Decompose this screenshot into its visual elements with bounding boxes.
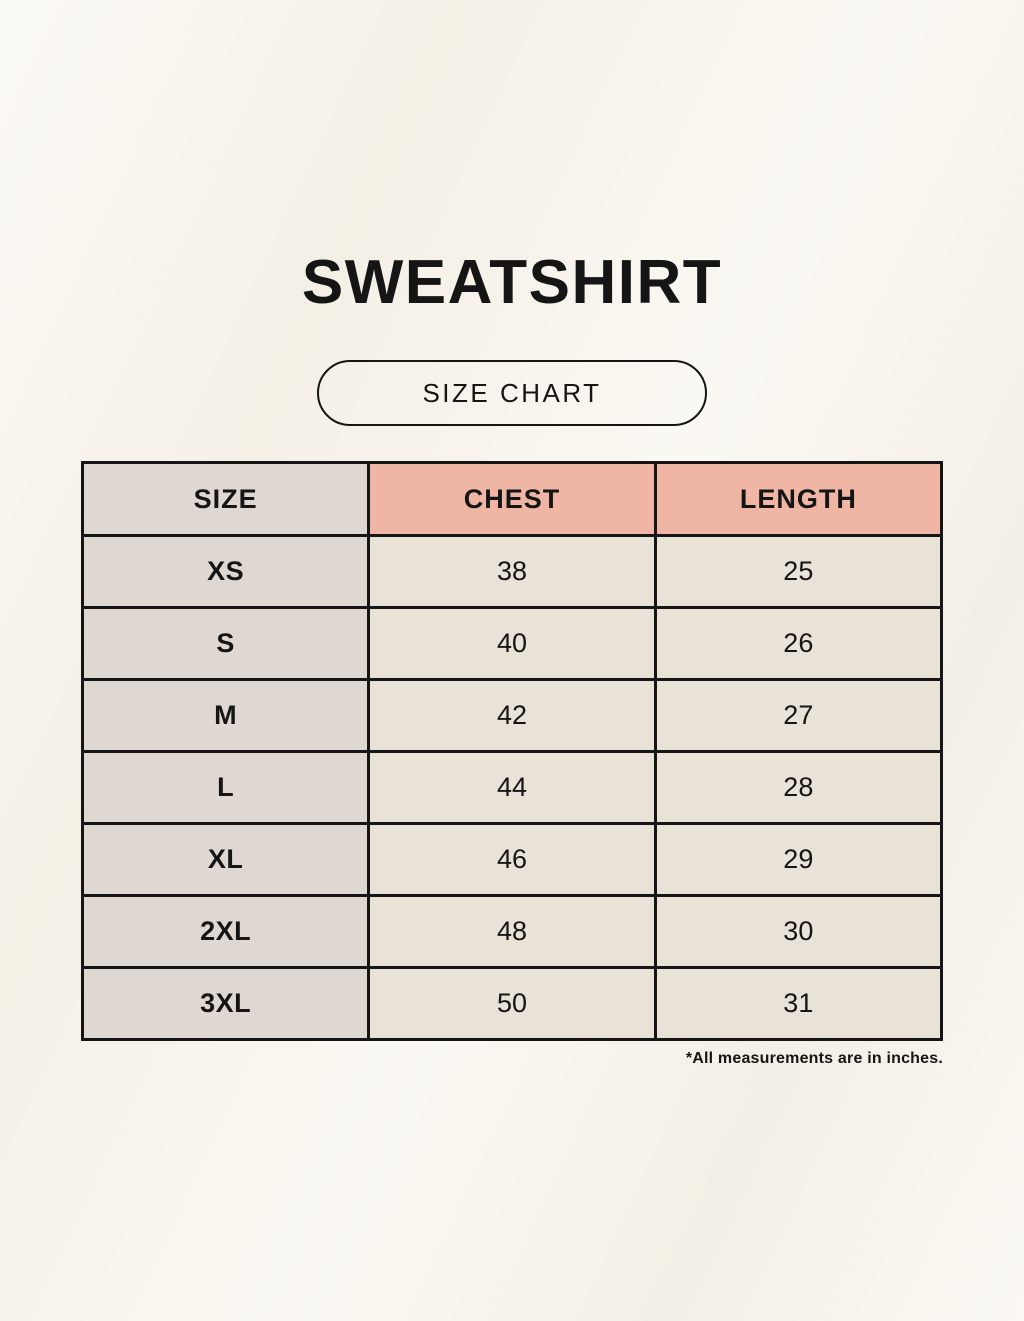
chest-cell: 50 — [367, 966, 657, 1041]
chest-cell: 44 — [367, 750, 657, 825]
length-cell: 29 — [653, 822, 944, 897]
length-cell: 30 — [653, 894, 944, 969]
size-cell: L — [80, 750, 371, 825]
size-cell: 2XL — [80, 894, 371, 969]
length-cell: 26 — [653, 606, 944, 681]
column-header-length: LENGTH — [653, 461, 944, 537]
size-cell: M — [80, 678, 371, 753]
chest-cell: 46 — [367, 822, 657, 897]
size-table-header: SIZE CHEST LENGTH — [80, 461, 944, 537]
chest-cell: 40 — [367, 606, 657, 681]
table-row: M 42 27 — [80, 678, 944, 753]
chest-cell: 38 — [367, 534, 657, 609]
size-chart-badge[interactable]: SIZE CHART — [317, 360, 707, 426]
table-row: 3XL 50 31 — [80, 966, 944, 1041]
measurements-footnote: *All measurements are in inches. — [685, 1050, 943, 1067]
length-cell: 28 — [653, 750, 944, 825]
chest-cell: 42 — [367, 678, 657, 753]
table-row: S 40 26 — [80, 606, 944, 681]
page-title: SWEATSHIRT — [301, 248, 723, 317]
table-row: XS 38 25 — [80, 534, 944, 609]
table-row: 2XL 48 30 — [80, 894, 944, 969]
size-cell: XS — [80, 534, 371, 609]
length-cell: 31 — [653, 966, 944, 1041]
header-row: SIZE CHEST LENGTH — [80, 461, 944, 537]
size-cell: S — [80, 606, 371, 681]
footnote-wrap: *All measurements are in inches. — [81, 1050, 943, 1068]
length-cell: 25 — [653, 534, 944, 609]
size-cell: 3XL — [80, 966, 371, 1041]
table-row: XL 46 29 — [80, 822, 944, 897]
chest-cell: 48 — [367, 894, 657, 969]
size-chart-badge-label: SIZE CHART — [422, 377, 602, 408]
size-table-body: XS 38 25 S 40 26 M 42 27 L 44 28 XL 46 29 2XL 48 30 3XL 50 3… — [80, 534, 944, 1041]
length-cell: 27 — [653, 678, 944, 753]
size-cell: XL — [80, 822, 371, 897]
size-table: SIZE CHEST LENGTH XS 38 25 S 40 26 M 42 27 L 44 28 X… — [80, 461, 944, 1041]
column-header-size: SIZE — [80, 461, 371, 537]
column-header-chest: CHEST — [367, 461, 657, 537]
table-row: L 44 28 — [80, 750, 944, 825]
